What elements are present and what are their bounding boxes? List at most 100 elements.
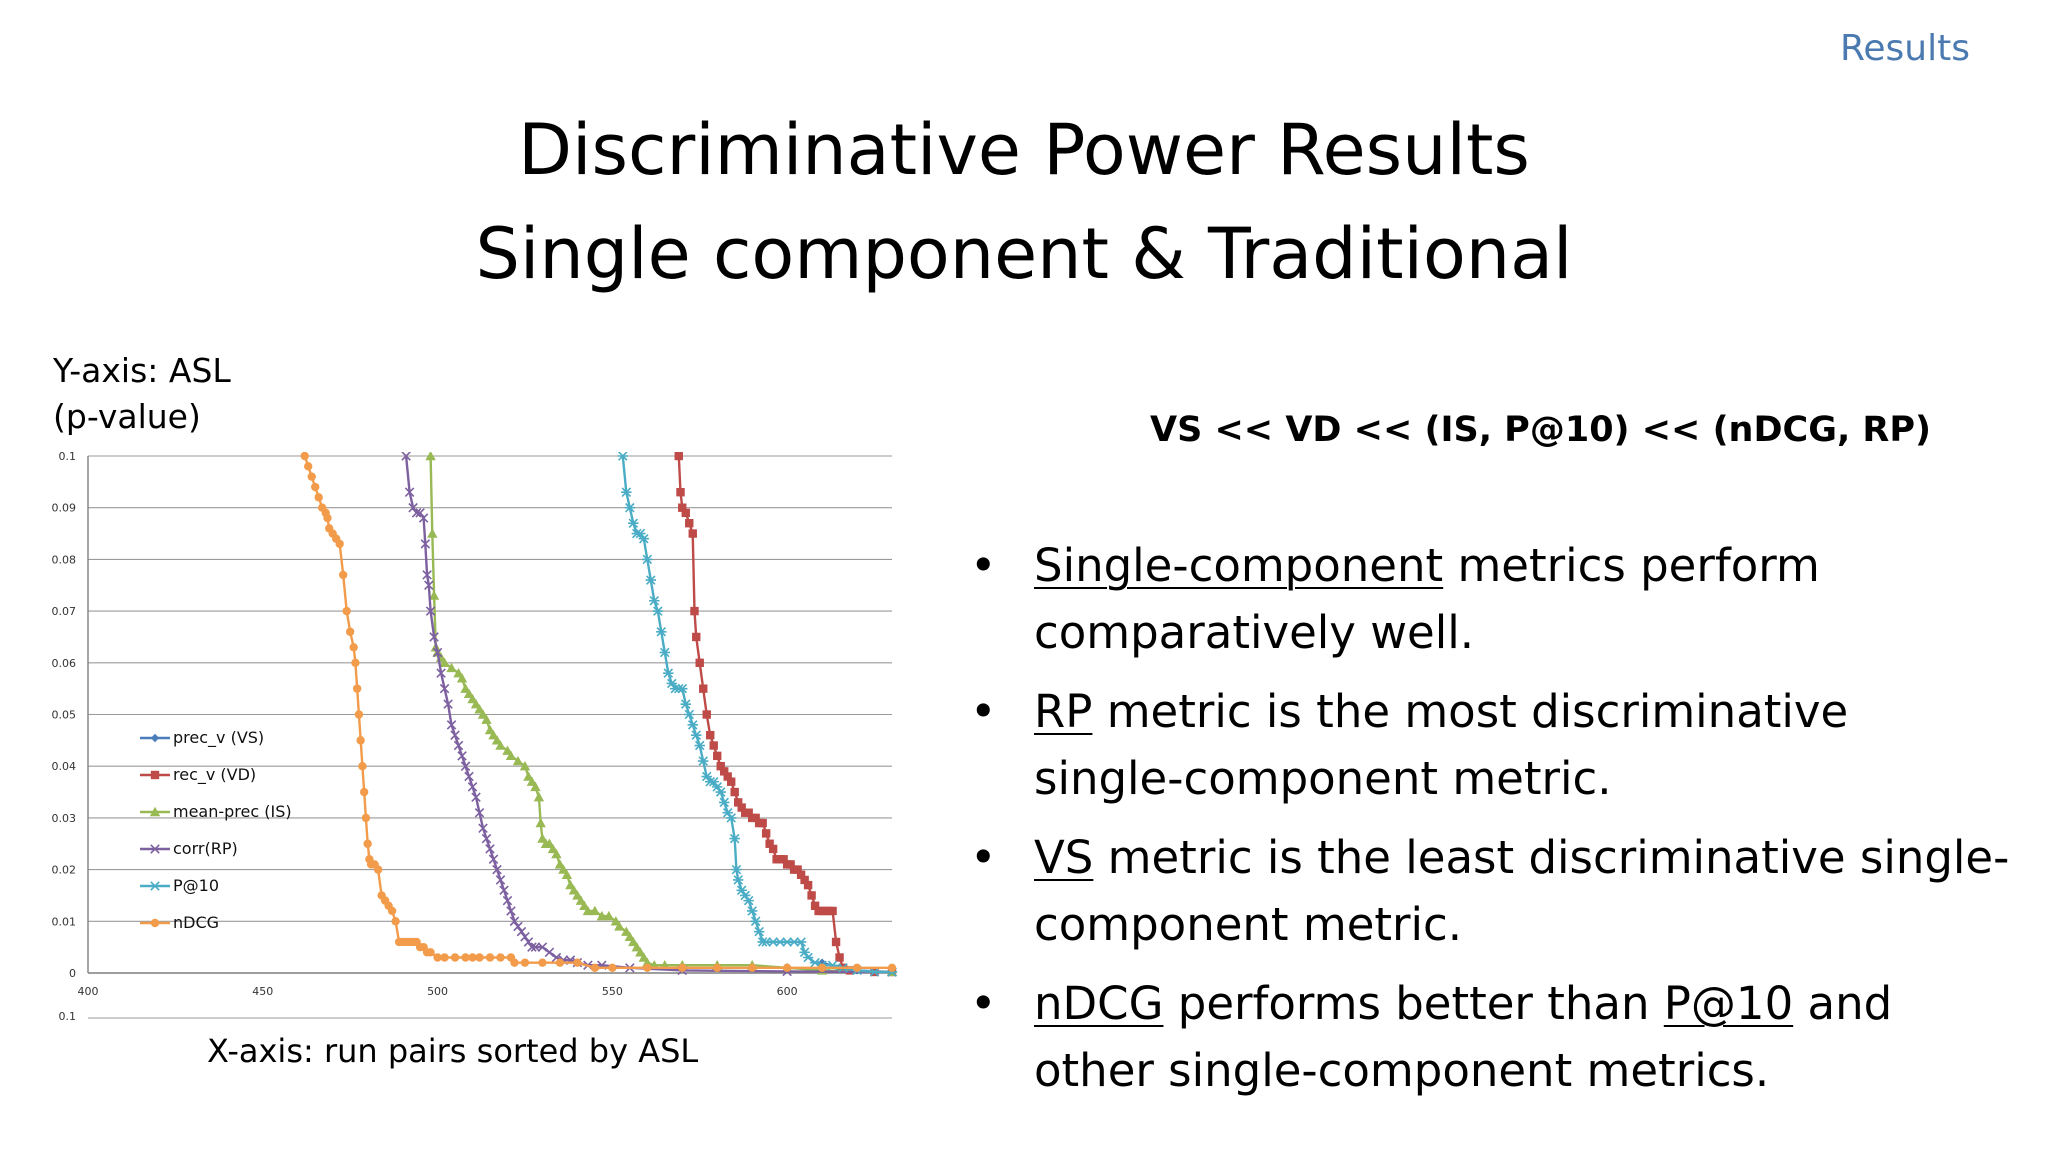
data-point bbox=[361, 813, 371, 823]
data-point bbox=[450, 953, 460, 962]
bullet-item: • RP metric is the most discriminative si… bbox=[970, 678, 2010, 812]
data-point bbox=[311, 482, 320, 492]
data-point bbox=[691, 730, 702, 740]
data-point bbox=[701, 771, 712, 782]
data-point bbox=[645, 575, 656, 585]
data-point bbox=[687, 720, 698, 730]
data-point bbox=[817, 963, 827, 973]
data-point bbox=[467, 782, 478, 792]
data-point bbox=[436, 668, 446, 678]
data-point bbox=[428, 590, 440, 600]
data-point bbox=[810, 901, 820, 910]
data-point bbox=[429, 632, 439, 642]
data-point bbox=[373, 865, 383, 874]
data-point bbox=[803, 880, 813, 890]
data-point bbox=[492, 864, 502, 875]
data-point bbox=[807, 891, 816, 900]
data-point bbox=[358, 762, 367, 771]
metric-ordering: VS << VD << (IS, P@10) << (nDCG, RP) bbox=[1150, 410, 1932, 450]
data-point bbox=[502, 895, 513, 906]
data-point bbox=[485, 844, 495, 854]
data-point bbox=[496, 953, 505, 962]
series-line bbox=[303, 455, 892, 969]
data-point bbox=[779, 855, 788, 864]
data-point bbox=[731, 864, 742, 875]
data-point bbox=[726, 813, 737, 823]
data-point bbox=[530, 781, 541, 792]
data-point bbox=[404, 487, 415, 497]
y-axis-caption: Y-axis: ASL (p-value) bbox=[53, 348, 231, 440]
data-point bbox=[747, 963, 757, 973]
asl-line-chart: 0 0.01 0.02 0.03 0.04 0.05 0.06 0.07 0.08 0.09 0.1… bbox=[52, 450, 898, 1023]
data-point bbox=[468, 953, 477, 962]
y-axis-caption-line-1: Y-axis: ASL bbox=[53, 351, 231, 390]
data-point bbox=[150, 770, 160, 780]
data-point bbox=[351, 658, 360, 667]
bullet-text: metric is the most discriminative single… bbox=[1034, 685, 1849, 805]
data-point bbox=[649, 595, 660, 606]
data-point bbox=[456, 673, 468, 683]
y-tick-label: 0.09 bbox=[52, 502, 77, 515]
data-point bbox=[523, 937, 534, 947]
data-point bbox=[323, 513, 332, 523]
data-point bbox=[481, 833, 492, 844]
data-point bbox=[440, 953, 449, 962]
data-point bbox=[614, 921, 625, 931]
data-point bbox=[786, 860, 795, 869]
data-point bbox=[495, 875, 506, 885]
data-point bbox=[663, 668, 674, 678]
data-point bbox=[642, 957, 653, 967]
data-point bbox=[743, 895, 754, 906]
data-point bbox=[590, 963, 600, 973]
data-point bbox=[474, 807, 485, 818]
data-point bbox=[589, 905, 601, 916]
data-point bbox=[712, 782, 723, 792]
data-point bbox=[887, 963, 897, 973]
data-point bbox=[678, 963, 687, 973]
data-point bbox=[425, 452, 436, 461]
data-point bbox=[795, 937, 807, 947]
data-point bbox=[869, 967, 880, 977]
data-point bbox=[471, 792, 481, 802]
data-point bbox=[551, 848, 562, 859]
y-tick-label: 0.1 bbox=[59, 1010, 77, 1023]
data-point bbox=[527, 942, 537, 952]
data-point bbox=[709, 741, 718, 750]
data-point bbox=[349, 643, 358, 652]
legend-label: prec_v (VS) bbox=[173, 728, 264, 748]
bullet-underlined-term: VS bbox=[1034, 831, 1094, 884]
data-point bbox=[509, 916, 520, 927]
data-point bbox=[505, 750, 517, 761]
data-point bbox=[506, 906, 516, 916]
data-point bbox=[342, 606, 351, 616]
data-point bbox=[433, 953, 442, 962]
data-point bbox=[538, 958, 547, 967]
data-point bbox=[460, 761, 471, 771]
data-point bbox=[443, 699, 453, 709]
data-point bbox=[751, 813, 760, 823]
data-point bbox=[681, 508, 690, 518]
data-point bbox=[516, 926, 527, 937]
data-point bbox=[727, 777, 736, 786]
data-point bbox=[643, 963, 652, 973]
data-point bbox=[457, 751, 467, 761]
data-point bbox=[708, 776, 719, 787]
data-point bbox=[544, 947, 555, 958]
data-point bbox=[582, 905, 594, 916]
bullet-list: • Single-component metrics perform compar… bbox=[970, 532, 2010, 1116]
data-point bbox=[519, 761, 531, 771]
data-point bbox=[831, 937, 841, 947]
data-point bbox=[464, 771, 474, 782]
x-tick-label: 400 bbox=[78, 985, 99, 998]
x-tick-label: 600 bbox=[777, 985, 798, 998]
data-point bbox=[150, 844, 160, 854]
data-point bbox=[314, 493, 323, 502]
bullet-dot: • bbox=[970, 685, 997, 738]
data-point bbox=[674, 452, 683, 461]
data-point bbox=[424, 580, 434, 591]
data-point bbox=[621, 487, 632, 497]
data-point bbox=[335, 539, 344, 549]
data-point bbox=[690, 606, 699, 616]
y-tick-label: 0.01 bbox=[52, 915, 77, 928]
data-point bbox=[439, 683, 450, 694]
